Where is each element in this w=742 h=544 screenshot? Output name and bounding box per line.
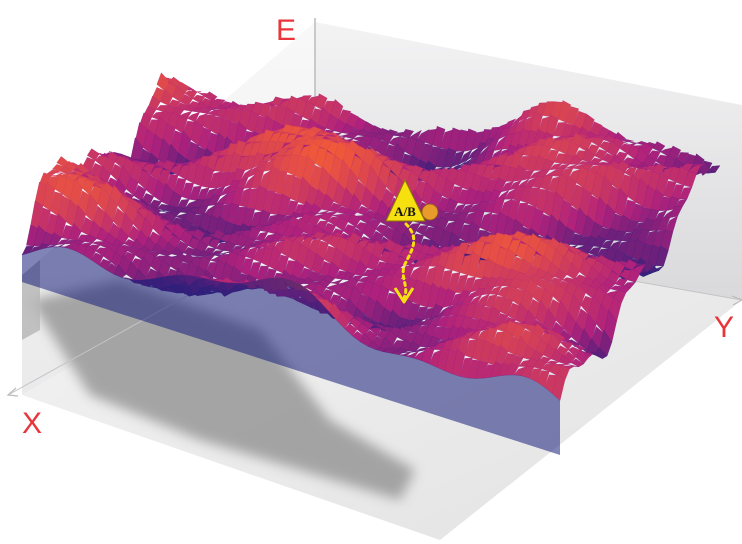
y-axis-tick <box>731 295 742 306</box>
marker-label: A/B <box>394 204 416 219</box>
e-axis-label: E <box>276 14 296 47</box>
arrow-head-icon <box>393 287 415 304</box>
surface-shadow <box>30 280 415 500</box>
descent-path <box>401 222 416 300</box>
x-axis-tick <box>6 387 19 397</box>
y-axis-label: Y <box>714 311 734 344</box>
marker-group: A/B <box>385 178 439 304</box>
surface-front-edge <box>22 246 560 455</box>
landscape-surface <box>21 72 721 455</box>
triangle-icon <box>385 178 426 222</box>
x-axis-label: X <box>22 407 42 440</box>
circle-icon <box>421 203 439 221</box>
